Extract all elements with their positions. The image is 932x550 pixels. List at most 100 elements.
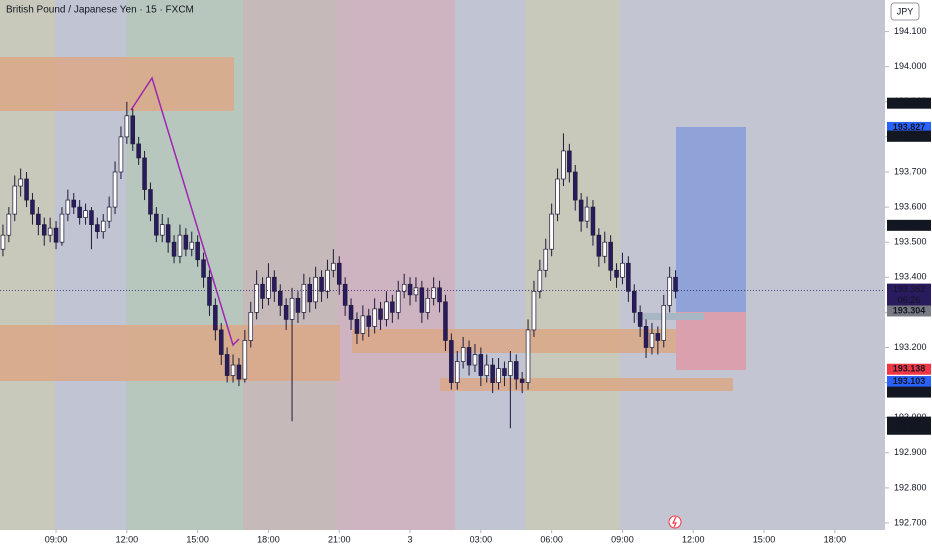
candle-body	[224, 354, 230, 376]
candle-body	[407, 283, 413, 296]
candle-body	[213, 305, 218, 331]
candle-body	[661, 305, 667, 341]
candle-body	[6, 213, 12, 236]
candle-body	[614, 269, 619, 278]
zones	[0, 57, 746, 391]
zone	[636, 313, 704, 320]
candle-body	[100, 220, 106, 233]
candle-body	[277, 290, 283, 306]
y-tick-label: 192.700	[894, 517, 927, 527]
candle-body	[201, 259, 206, 278]
candle-body	[555, 178, 560, 215]
price-tag	[887, 416, 931, 428]
y-tick-label: 193.500	[894, 237, 927, 247]
x-tick-label: 12:00	[682, 534, 705, 544]
candle-body	[401, 283, 407, 292]
y-tick-label: 194.100	[894, 26, 927, 36]
candle-body	[53, 227, 59, 243]
long-target	[676, 127, 746, 312]
candle-body	[207, 276, 212, 306]
candle-body	[165, 224, 171, 243]
candle-body	[159, 224, 165, 236]
candle-body	[289, 297, 295, 320]
candle-body	[136, 143, 141, 159]
candle-body	[47, 227, 53, 236]
candle-body	[549, 213, 554, 250]
y-tick-label: 192.800	[894, 482, 927, 492]
candle-body	[218, 329, 224, 355]
candle-body	[242, 340, 248, 380]
candle-body	[24, 178, 29, 201]
x-tick-label: 18:00	[824, 534, 847, 544]
candle-body	[171, 241, 177, 257]
currency-button[interactable]	[890, 2, 920, 21]
plot	[0, 101, 885, 429]
candle-body	[478, 354, 484, 376]
candle-body	[260, 283, 265, 299]
y-tick-label: 193.700	[894, 166, 927, 176]
price-tag	[887, 219, 931, 231]
price-tag-label: 193.304	[893, 305, 926, 315]
candle-body	[331, 262, 336, 271]
price-tag-label: 192.967	[893, 424, 926, 434]
price-tag-label: 192.987	[893, 417, 926, 427]
candle-body	[390, 301, 395, 313]
candle-body	[443, 301, 448, 341]
candle-body	[590, 206, 596, 236]
candle-body	[307, 283, 313, 303]
candle-body	[572, 171, 578, 201]
candle-body	[596, 234, 602, 257]
candle-body	[649, 333, 655, 348]
candle-body	[419, 287, 425, 313]
price-tag	[887, 305, 931, 317]
candle-body	[41, 224, 47, 236]
candle-body	[295, 297, 301, 313]
candle-body	[460, 347, 466, 362]
x-tick-label: 09:00	[611, 534, 634, 544]
candle-body	[142, 157, 147, 190]
candle-body	[631, 290, 637, 313]
band	[243, 0, 337, 530]
current-price-label: 193.362	[893, 284, 926, 294]
candle-body	[0, 234, 6, 250]
candle-body	[336, 262, 342, 285]
candle-body	[266, 276, 271, 299]
y-tick-label: 193.600	[894, 201, 927, 211]
candle-body	[502, 368, 507, 376]
candle-body	[413, 287, 419, 296]
candle-body	[561, 150, 566, 180]
candle-body	[272, 276, 277, 292]
price-tag-label: 193.138	[893, 364, 926, 374]
price-tag	[887, 386, 931, 398]
candle-body	[378, 308, 383, 320]
candle-body	[177, 234, 183, 257]
candle-body	[195, 241, 200, 261]
candle-body	[283, 305, 289, 320]
band	[620, 0, 885, 530]
candle-body	[484, 364, 490, 376]
price-tag-label: 193.103	[893, 376, 926, 386]
price-tag-label: 193.896	[893, 98, 926, 108]
long-stop	[676, 312, 746, 370]
candle-body	[626, 262, 631, 292]
candle-body	[325, 269, 330, 292]
candle-body	[12, 185, 18, 215]
current-price-tag	[887, 283, 931, 308]
price-tag	[887, 97, 931, 109]
event-icon[interactable]	[668, 515, 682, 529]
candle-body	[248, 312, 254, 341]
candle-body	[189, 241, 195, 250]
candle-body	[395, 290, 401, 313]
candle-body	[71, 199, 77, 208]
candle-body	[584, 206, 590, 222]
candle-body	[496, 368, 501, 383]
candle-body	[95, 224, 100, 233]
currency-label[interactable]: JPY	[897, 6, 914, 16]
candle-body	[18, 178, 23, 187]
candle-body	[83, 210, 88, 218]
y-tick-label: 193.400	[894, 272, 927, 282]
band	[337, 0, 455, 530]
candle-body	[36, 213, 41, 225]
